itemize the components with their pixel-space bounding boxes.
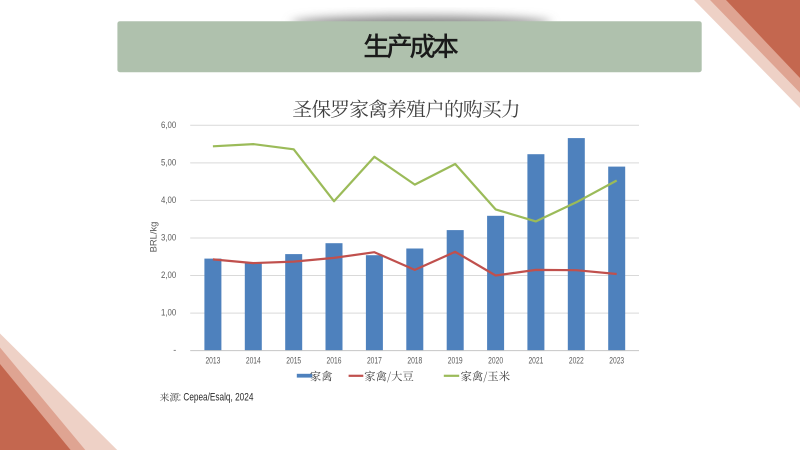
svg-text:1,00: 1,00 (161, 308, 176, 318)
svg-text:2019: 2019 (448, 355, 463, 365)
svg-text:-: - (173, 345, 176, 355)
svg-text:2020: 2020 (488, 355, 503, 365)
svg-text:2013: 2013 (205, 355, 220, 365)
svg-text:5,00: 5,00 (161, 158, 176, 168)
svg-text:2017: 2017 (367, 355, 382, 365)
svg-text:2014: 2014 (246, 355, 261, 365)
svg-text:2016: 2016 (327, 355, 342, 365)
svg-text:2021: 2021 (528, 355, 543, 365)
svg-text:2015: 2015 (286, 355, 301, 365)
svg-text:: Cepea/Esalq, 2024: : Cepea/Esalq, 2024 (179, 391, 254, 403)
svg-text:4,00: 4,00 (161, 195, 176, 205)
svg-text:BRL/kg: BRL/kg (149, 222, 159, 253)
svg-text:2,00: 2,00 (161, 270, 176, 280)
svg-text:2022: 2022 (569, 355, 584, 365)
svg-text:3,00: 3,00 (161, 233, 176, 243)
svg-text:2023: 2023 (609, 355, 624, 365)
svg-text:6,00: 6,00 (161, 120, 176, 130)
svg-text:2018: 2018 (407, 355, 422, 365)
